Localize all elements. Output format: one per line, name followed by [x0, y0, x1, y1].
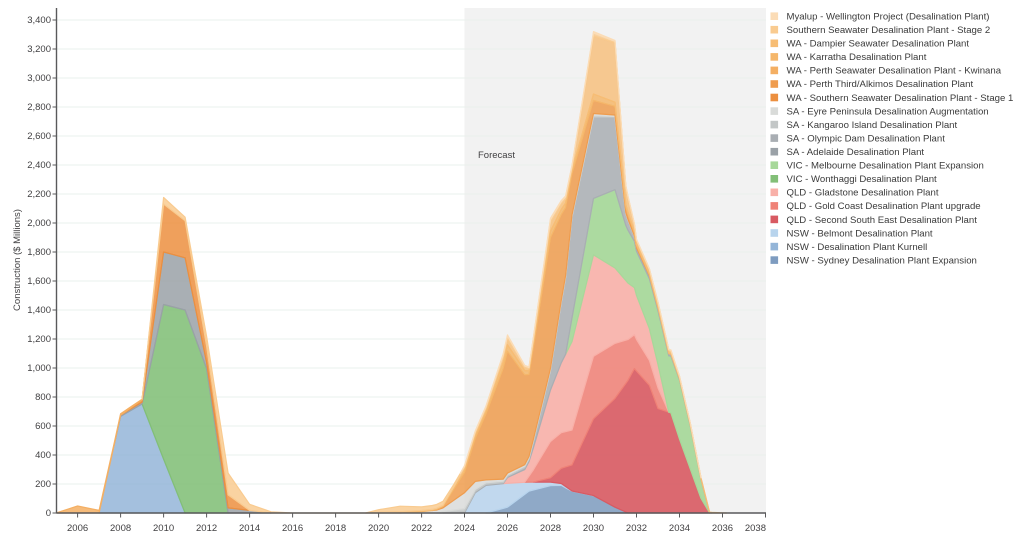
svg-text:2038: 2038 [745, 523, 766, 534]
svg-text:QLD - Second South East Desali: QLD - Second South East Desalination Pla… [787, 215, 978, 226]
svg-text:Construction ($ Millions): Construction ($ Millions) [12, 209, 23, 311]
svg-text:2,800: 2,800 [27, 102, 51, 113]
svg-text:2,600: 2,600 [27, 131, 51, 142]
svg-text:SA - Adelaide Desalination Pla: SA - Adelaide Desalination Plant [787, 147, 925, 158]
svg-text:1,000: 1,000 [27, 363, 51, 374]
svg-text:600: 600 [35, 421, 51, 432]
svg-text:2,400: 2,400 [27, 160, 51, 171]
svg-text:Forecast: Forecast [478, 150, 515, 161]
svg-text:2014: 2014 [239, 523, 260, 534]
svg-text:NSW - Belmont Desalination Pla: NSW - Belmont Desalination Plant [787, 228, 933, 239]
svg-text:2012: 2012 [196, 523, 217, 534]
svg-text:1,600: 1,600 [27, 276, 51, 287]
svg-text:2032: 2032 [626, 523, 647, 534]
svg-text:800: 800 [35, 392, 51, 403]
svg-text:SA - Eyre Peninsula Desalinati: SA - Eyre Peninsula Desalination Augment… [787, 106, 989, 117]
svg-text:3,200: 3,200 [27, 44, 51, 55]
svg-text:400: 400 [35, 450, 51, 461]
svg-text:200: 200 [35, 479, 51, 490]
svg-text:2016: 2016 [282, 523, 303, 534]
svg-text:WA - Karratha Desalination Pla: WA - Karratha Desalination Plant [787, 52, 927, 63]
svg-text:2018: 2018 [325, 523, 346, 534]
svg-text:2006: 2006 [67, 523, 88, 534]
svg-text:3,400: 3,400 [27, 15, 51, 26]
svg-text:1,200: 1,200 [27, 334, 51, 345]
svg-text:2,200: 2,200 [27, 189, 51, 200]
svg-text:SA - Kangaroo Island Desalinat: SA - Kangaroo Island Desalination Plant [787, 120, 958, 131]
svg-text:SA - Olympic Dam Desalination: SA - Olympic Dam Desalination Plant [787, 134, 946, 145]
svg-text:2,000: 2,000 [27, 218, 51, 229]
svg-text:2028: 2028 [540, 523, 561, 534]
svg-text:3,000: 3,000 [27, 73, 51, 84]
svg-text:NSW - Desalination Plant Kurne: NSW - Desalination Plant Kurnell [787, 242, 928, 253]
svg-text:2008: 2008 [110, 523, 131, 534]
svg-text:0: 0 [46, 508, 51, 519]
svg-text:1,400: 1,400 [27, 305, 51, 316]
svg-text:2024: 2024 [454, 523, 475, 534]
svg-text:Southern Seawater Desalination: Southern Seawater Desalination Plant - S… [787, 25, 991, 36]
svg-text:2020: 2020 [368, 523, 389, 534]
svg-text:2034: 2034 [669, 523, 690, 534]
svg-text:NSW - Sydney Desalination Plan: NSW - Sydney Desalination Plant Expansio… [787, 255, 977, 266]
svg-text:WA - Perth Seawater Desalinati: WA - Perth Seawater Desalination Plant -… [787, 66, 1002, 77]
svg-text:WA - Southern Seawater Desalin: WA - Southern Seawater Desalination Plan… [787, 93, 1014, 104]
svg-text:QLD - Gladstone Desalination P: QLD - Gladstone Desalination Plant [787, 188, 939, 199]
svg-text:2022: 2022 [411, 523, 432, 534]
svg-text:WA - Perth Third/Alkimos Desal: WA - Perth Third/Alkimos Desalination Pl… [787, 79, 974, 90]
svg-text:2036: 2036 [712, 523, 733, 534]
svg-text:Myalup - Wellington Project (D: Myalup - Wellington Project (Desalinatio… [787, 12, 990, 23]
svg-text:VIC - Wonthaggi Desalination P: VIC - Wonthaggi Desalination Plant [787, 174, 938, 185]
svg-text:2030: 2030 [583, 523, 604, 534]
svg-text:2010: 2010 [153, 523, 174, 534]
svg-text:VIC - Melbourne Desalination P: VIC - Melbourne Desalination Plant Expan… [787, 161, 984, 172]
svg-text:QLD - Gold Coast Desalination: QLD - Gold Coast Desalination Plant upgr… [787, 201, 981, 212]
svg-text:2026: 2026 [497, 523, 518, 534]
svg-text:WA - Dampier Seawater Desalina: WA - Dampier Seawater Desalination Plant [787, 39, 970, 50]
svg-text:1,800: 1,800 [27, 247, 51, 258]
